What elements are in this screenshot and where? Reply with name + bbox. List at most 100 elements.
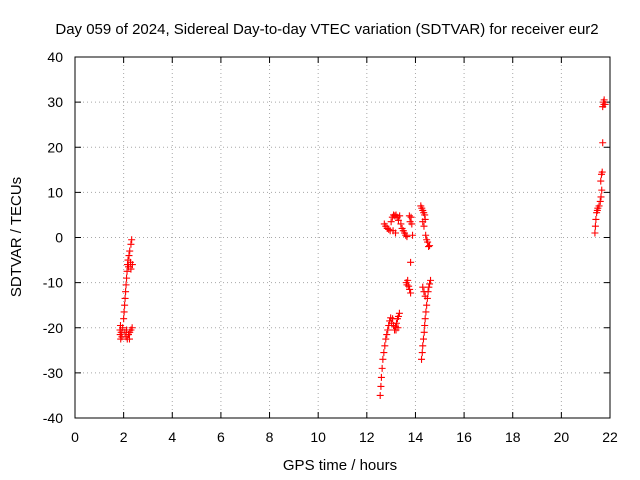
data-point (120, 308, 128, 316)
data-point (381, 342, 389, 350)
data-point (407, 258, 415, 266)
data-point (405, 282, 413, 290)
x-tick-label: 12 (359, 429, 375, 445)
data-point (387, 218, 395, 226)
data-point (420, 222, 428, 230)
data-point (419, 342, 427, 350)
x-tick-label: 0 (71, 429, 79, 445)
data-point (592, 215, 600, 223)
chart-title: Day 059 of 2024, Sidereal Day-to-day VTE… (55, 21, 598, 38)
x-tick-label: 6 (217, 429, 225, 445)
x-tick-label: 2 (120, 429, 128, 445)
x-tick-label: 18 (505, 429, 521, 445)
data-point (126, 247, 134, 255)
y-tick-label: 0 (55, 230, 63, 246)
data-point (385, 225, 393, 233)
data-point (419, 335, 427, 343)
data-point (127, 265, 135, 273)
x-tick-label: 4 (168, 429, 176, 445)
data-point (397, 220, 405, 228)
y-tick-label: -30 (43, 365, 63, 381)
data-point (422, 308, 430, 316)
data-point (121, 301, 129, 309)
data-point (120, 315, 128, 323)
data-point (123, 267, 131, 275)
axis-ticks: 0 2 4 6 8 10 12 14 16 18 20 22 -40 -30 -20 -10 0 10 20 30 40 (43, 49, 618, 445)
data-points (116, 96, 609, 399)
data-point (421, 215, 429, 223)
data-point (128, 236, 136, 244)
y-tick-label: 20 (47, 139, 63, 155)
data-point (427, 276, 435, 284)
x-tick-label: 16 (456, 429, 472, 445)
data-point (396, 212, 404, 220)
data-point (384, 326, 392, 334)
data-point (418, 349, 426, 357)
data-point (597, 177, 605, 185)
data-point (599, 139, 607, 147)
data-point (404, 276, 412, 284)
data-point (394, 216, 402, 224)
y-tick-label: 10 (47, 184, 63, 200)
data-point (420, 288, 428, 296)
data-point (128, 324, 136, 332)
data-point (595, 202, 603, 210)
y-tick-label: -10 (43, 275, 63, 291)
data-point (406, 285, 414, 293)
data-point (596, 197, 604, 205)
data-point (377, 373, 385, 381)
data-point (394, 312, 402, 320)
data-point (425, 283, 433, 291)
data-point (382, 335, 390, 343)
x-axis-title: GPS time / hours (283, 457, 397, 474)
y-tick-label: -20 (43, 320, 63, 336)
y-tick-label: 30 (47, 94, 63, 110)
y-tick-label: 40 (47, 49, 63, 65)
data-point (377, 382, 385, 390)
y-tick-label: -40 (43, 410, 63, 426)
data-point (425, 243, 433, 251)
data-point (127, 240, 135, 248)
data-point (394, 324, 402, 332)
data-point (378, 364, 386, 372)
data-point (421, 292, 429, 300)
data-point (395, 309, 403, 317)
data-point (405, 212, 413, 220)
data-point (426, 242, 434, 250)
data-point (123, 274, 131, 282)
data-point (421, 315, 429, 323)
data-point (408, 220, 416, 228)
data-point (418, 355, 426, 363)
data-point (423, 301, 431, 309)
data-point (379, 355, 387, 363)
y-axis-title: SDTVAR / TECUs (8, 177, 25, 297)
data-point (422, 231, 430, 239)
data-point (403, 233, 411, 241)
data-point (420, 328, 428, 336)
data-point (125, 252, 133, 260)
data-point (403, 281, 411, 289)
data-point (409, 231, 417, 239)
x-tick-label: 22 (602, 429, 618, 445)
data-point (591, 229, 599, 237)
data-point (426, 280, 434, 288)
data-point (392, 319, 400, 327)
x-tick-label: 20 (554, 429, 570, 445)
data-point (376, 391, 384, 399)
data-point (383, 331, 391, 339)
x-tick-label: 10 (310, 429, 326, 445)
data-point (407, 213, 415, 221)
data-point (419, 283, 427, 291)
data-point (128, 261, 136, 269)
x-tick-label: 8 (266, 429, 274, 445)
data-point (407, 289, 415, 297)
x-tick-label: 14 (408, 429, 424, 445)
data-point (125, 335, 133, 343)
data-point (123, 326, 131, 334)
data-point (600, 100, 608, 108)
data-point (122, 281, 130, 289)
data-point (598, 186, 606, 194)
data-point (389, 227, 397, 235)
data-point (598, 168, 606, 176)
